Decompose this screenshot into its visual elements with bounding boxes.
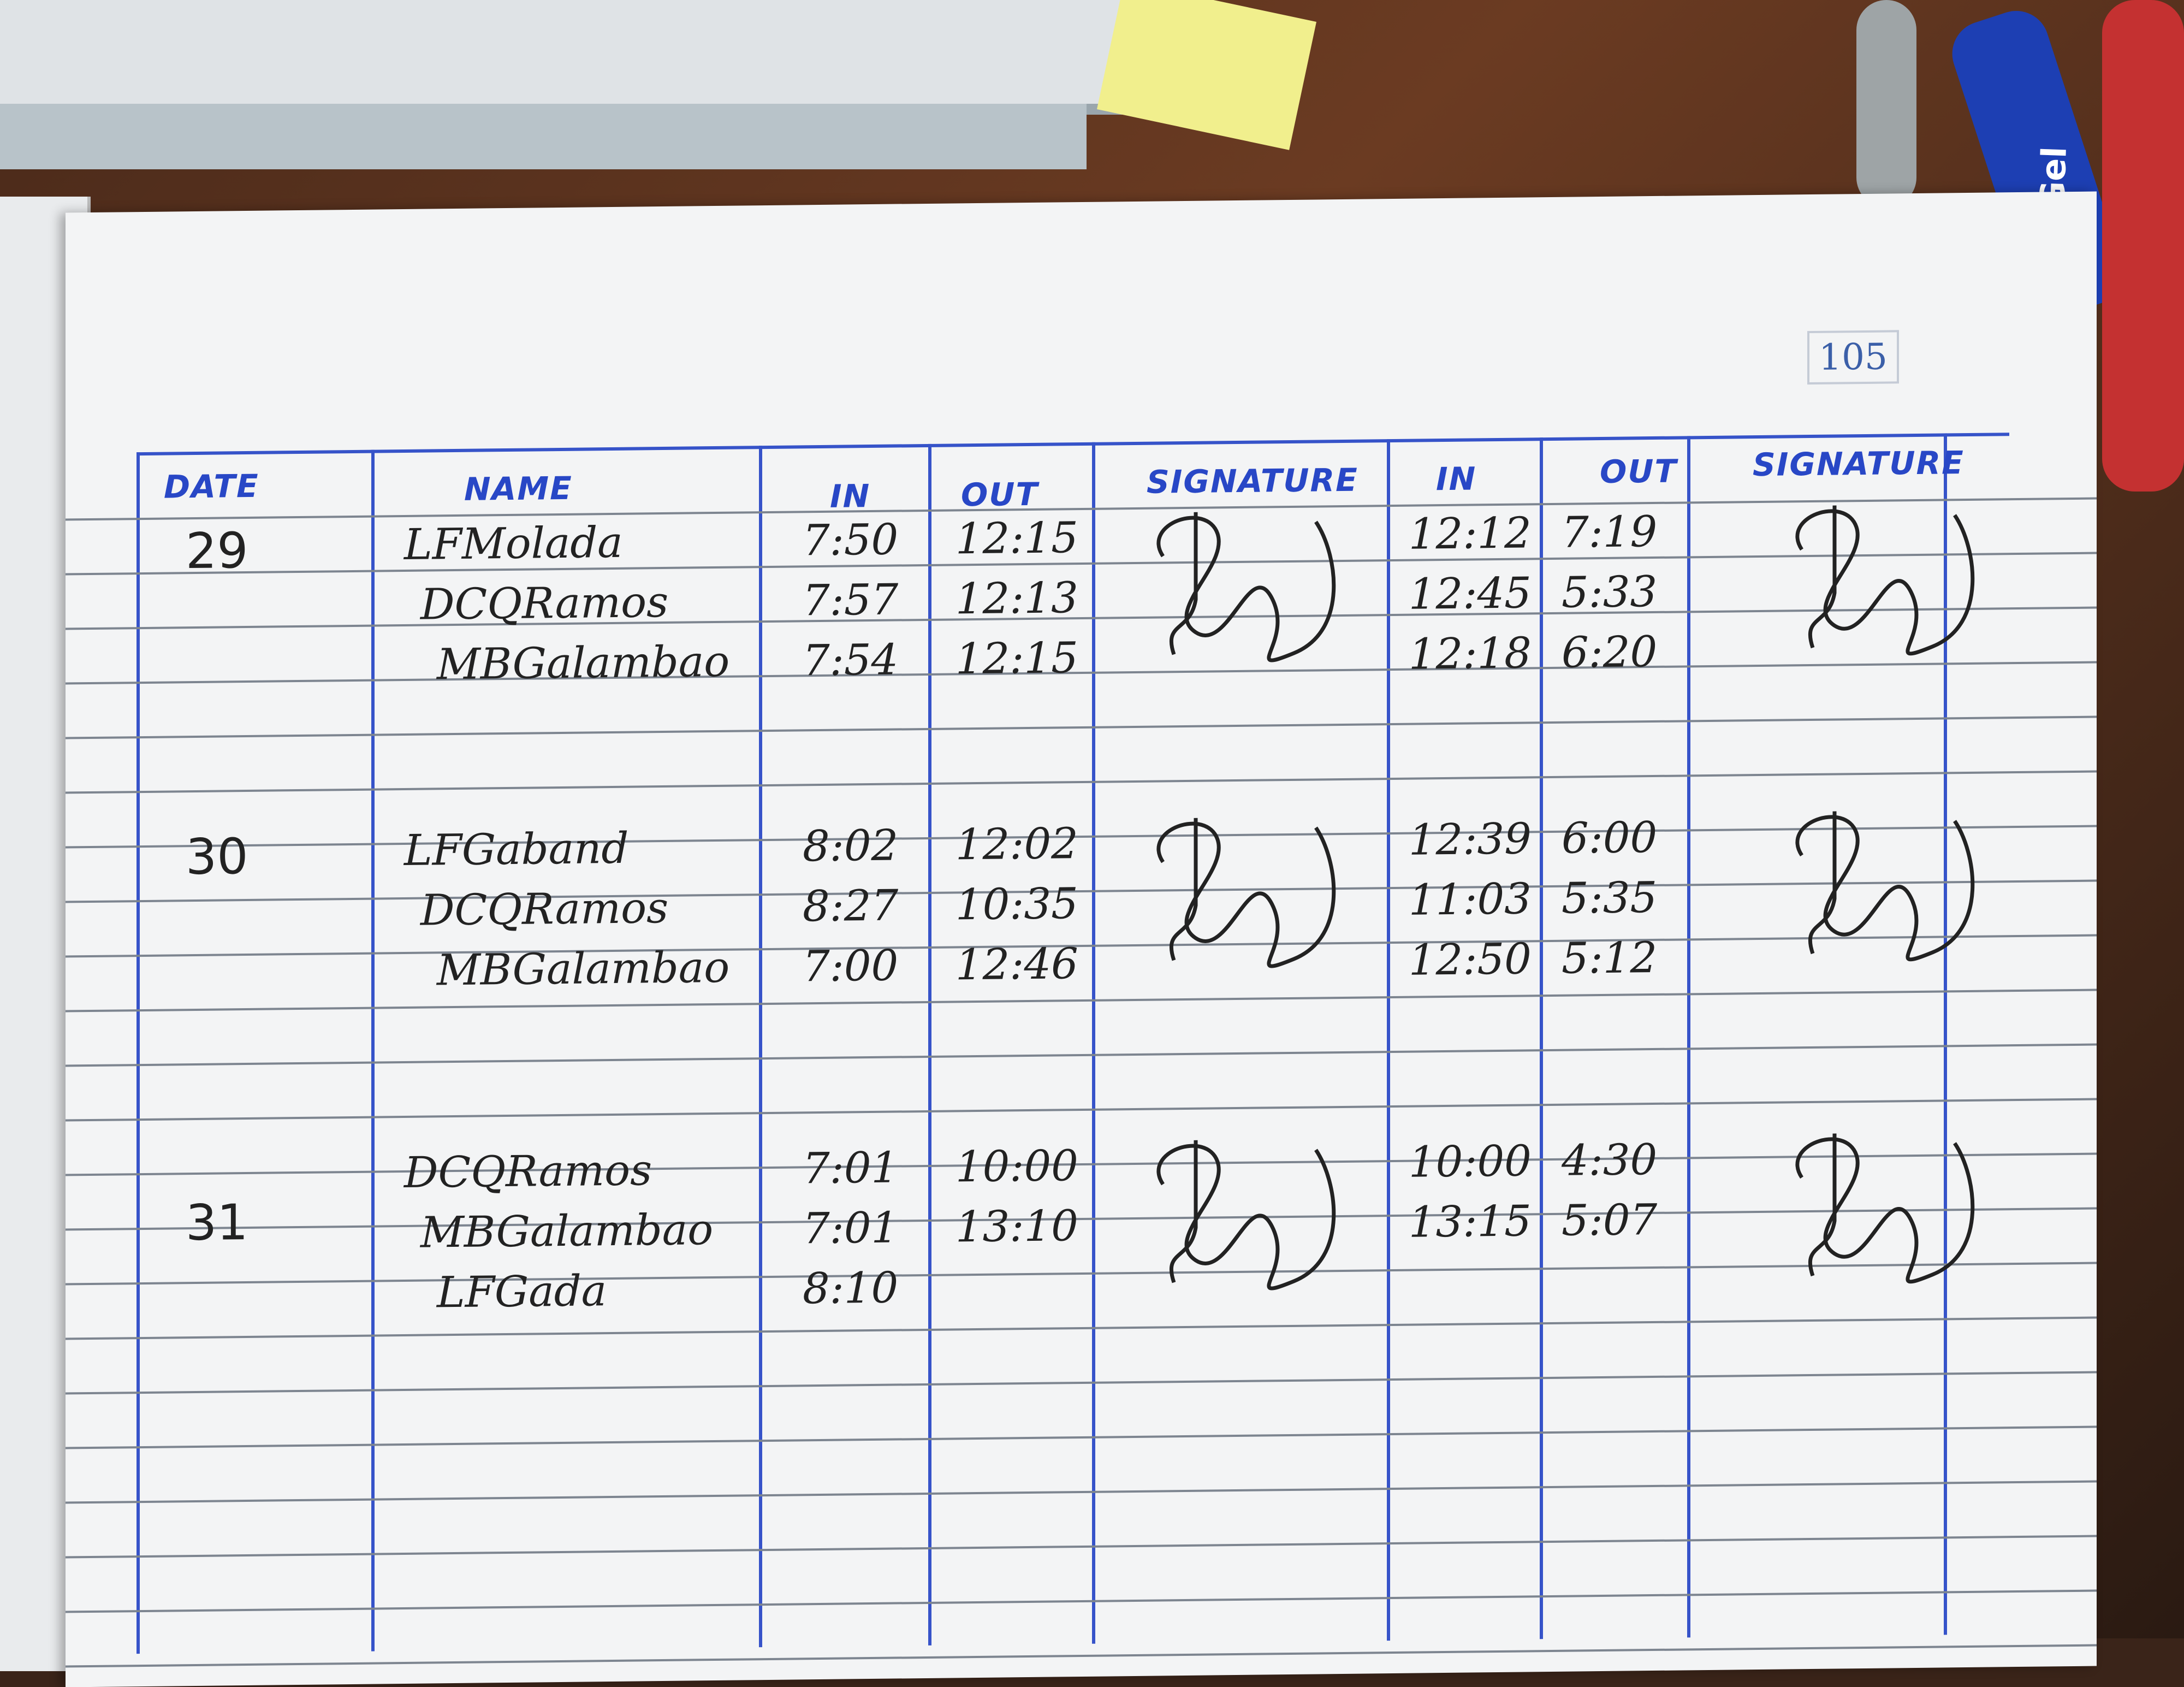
column-divider <box>1540 437 1543 1639</box>
time-cell-out2: 5:07 <box>1562 1195 1658 1246</box>
time-cell-out1: 12:13 <box>956 573 1078 624</box>
logbook-page: 105 DATE NAME IN OUT SIGNATURE IN OUT SI… <box>66 191 2097 1687</box>
time-cell-in2: 12:39 <box>1409 814 1532 865</box>
time-cell-out1: 13:10 <box>956 1201 1078 1252</box>
name-cell: MBGalambao <box>437 943 730 996</box>
header-signature-2: SIGNATURE <box>1753 444 1965 484</box>
ruled-line <box>66 1535 2097 1559</box>
time-cell-out1: 12:46 <box>956 939 1078 990</box>
time-cell-in2: 11:03 <box>1409 874 1532 925</box>
time-cell-in1: 8:27 <box>803 881 899 932</box>
time-cell-out2: 4:30 <box>1562 1135 1658 1186</box>
name-cell: LFMolada <box>404 518 623 570</box>
ruled-line <box>66 1371 2097 1395</box>
ruled-line <box>66 1480 2097 1504</box>
time-cell-out2: 6:20 <box>1562 627 1658 678</box>
name-cell: LFGaband <box>404 824 629 875</box>
time-cell-out1: 12:15 <box>956 513 1078 564</box>
time-cell-in1: 8:02 <box>803 821 899 872</box>
time-cell-in1: 7:01 <box>803 1143 899 1194</box>
time-cell-in2: 12:18 <box>1409 629 1532 679</box>
time-cell-in1: 7:57 <box>803 575 899 626</box>
header-out-2: OUT <box>1600 452 1677 491</box>
time-cell-in1: 8:10 <box>803 1263 899 1314</box>
time-cell-out2: 5:12 <box>1562 933 1658 984</box>
time-cell-out2: 6:00 <box>1562 813 1658 863</box>
time-cell-in1: 7:54 <box>803 635 899 686</box>
ruled-line <box>66 1043 2097 1067</box>
pen-clear <box>1856 0 1916 208</box>
laptop <box>0 0 1158 104</box>
date-cell: 31 <box>186 1193 248 1252</box>
page-number: 105 <box>1807 330 1899 385</box>
signature-2 <box>1795 505 1975 656</box>
time-cell-out1: 10:00 <box>956 1141 1078 1192</box>
header-name: NAME <box>464 469 573 508</box>
time-cell-out1: 12:02 <box>956 819 1078 870</box>
time-cell-in2: 12:50 <box>1409 934 1532 985</box>
time-cell-out1: 10:35 <box>956 879 1078 930</box>
ruled-line <box>66 1425 2097 1449</box>
time-cell-in1: 7:01 <box>803 1203 899 1254</box>
ruled-line <box>66 1644 2097 1668</box>
signature-1 <box>1156 512 1336 662</box>
signature-2 <box>1795 811 1975 962</box>
time-cell-out2: 7:19 <box>1562 507 1658 558</box>
time-cell-out1: 12:15 <box>956 634 1078 684</box>
time-cell-in2: 12:45 <box>1409 569 1532 619</box>
time-cell-out2: 5:33 <box>1562 567 1658 618</box>
ruled-line <box>66 715 2097 739</box>
date-cell: 29 <box>186 522 248 581</box>
pen-red <box>2102 0 2184 492</box>
time-cell-in1: 7:00 <box>803 941 899 992</box>
name-cell: DCQRamos <box>404 1146 652 1198</box>
name-cell: DCQRamos <box>420 577 669 630</box>
name-cell: DCQRamos <box>420 883 669 936</box>
column-divider <box>928 443 931 1645</box>
column-divider <box>371 449 375 1652</box>
ruled-line <box>66 1316 2097 1340</box>
time-cell-in2: 12:12 <box>1409 508 1532 559</box>
laptop-base <box>0 104 1087 169</box>
time-cell-in1: 7:50 <box>803 515 899 566</box>
column-divider <box>1687 436 1690 1638</box>
header-in-2: IN <box>1436 460 1477 498</box>
name-cell: LFGada <box>437 1266 607 1318</box>
time-cell-in2: 13:15 <box>1409 1197 1532 1247</box>
signature-1 <box>1156 1140 1336 1291</box>
date-cell: 30 <box>186 827 248 886</box>
signature-2 <box>1795 1133 1975 1284</box>
table-top-border <box>136 433 2009 456</box>
column-divider <box>1387 439 1390 1641</box>
signature-1 <box>1156 818 1336 968</box>
time-cell-out2: 5:35 <box>1562 873 1658 924</box>
name-cell: MBGalambao <box>437 637 730 690</box>
column-divider <box>136 452 140 1654</box>
ruled-line <box>66 1589 2097 1613</box>
header-in-1: IN <box>830 477 871 515</box>
column-divider <box>1092 442 1095 1644</box>
header-date: DATE <box>164 467 259 506</box>
name-cell: MBGalambao <box>420 1205 714 1258</box>
time-cell-in2: 10:00 <box>1409 1136 1532 1187</box>
column-divider <box>759 446 762 1648</box>
header-out-1: OUT <box>961 475 1038 514</box>
